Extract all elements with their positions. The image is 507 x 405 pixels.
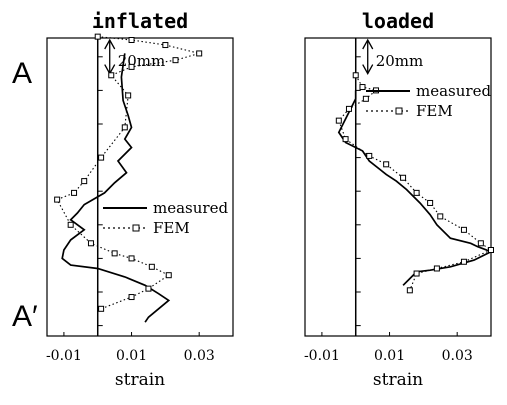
data-point-FEM bbox=[383, 161, 390, 168]
data-point-FEM bbox=[128, 37, 135, 43]
data-point-FEM bbox=[400, 174, 407, 181]
data-point-FEM bbox=[345, 105, 352, 112]
data-point-FEM bbox=[81, 178, 88, 185]
chart-title: inflated bbox=[92, 9, 188, 33]
x-tick-label: 0.01 bbox=[116, 348, 147, 364]
x-tick-label: 0.03 bbox=[184, 348, 215, 364]
legend-label: measured bbox=[153, 199, 228, 217]
data-point-FEM bbox=[98, 305, 105, 312]
data-point-FEM bbox=[437, 213, 444, 220]
series-line-measured bbox=[337, 90, 494, 286]
data-point-FEM bbox=[488, 247, 494, 253]
data-point-FEM bbox=[406, 287, 413, 294]
data-point-FEM bbox=[335, 117, 342, 124]
plot-frame bbox=[46, 37, 234, 337]
data-point-FEM bbox=[128, 294, 135, 301]
scale-bar-label: 20mm bbox=[376, 52, 424, 70]
data-point-FEM bbox=[125, 92, 132, 99]
chart-title: loaded bbox=[362, 9, 434, 33]
data-point-FEM bbox=[196, 50, 203, 57]
data-point-FEM bbox=[111, 250, 118, 257]
x-tick-label: 0.03 bbox=[442, 348, 473, 364]
data-point-FEM bbox=[427, 199, 434, 206]
data-point-FEM bbox=[165, 272, 172, 279]
data-point-FEM bbox=[162, 42, 169, 49]
x-tick-label: -0.01 bbox=[304, 348, 340, 364]
data-point-FEM bbox=[460, 226, 467, 233]
series-line-FEM bbox=[338, 75, 493, 291]
series-line-FEM bbox=[56, 36, 202, 310]
data-point-FEM bbox=[54, 196, 61, 203]
data-point-FEM bbox=[98, 154, 105, 161]
scale-bar-arrow-up bbox=[104, 38, 116, 50]
x-axis-label: strain bbox=[115, 370, 165, 390]
x-tick-label: 0.01 bbox=[374, 348, 405, 364]
data-point-FEM bbox=[128, 63, 135, 70]
data-point-FEM bbox=[413, 189, 420, 196]
data-point-FEM bbox=[71, 189, 78, 196]
data-point-FEM bbox=[433, 265, 440, 272]
data-point-FEM bbox=[108, 72, 115, 79]
scale-bar-arrow-up bbox=[362, 38, 374, 50]
data-point-FEM bbox=[94, 33, 101, 40]
data-point-FEM bbox=[172, 57, 179, 64]
data-point-FEM bbox=[145, 285, 152, 292]
chart-loaded: loaded -0.01 0.01 0.03 strain 20mm measured FEM bbox=[304, 9, 494, 390]
data-point-FEM bbox=[366, 152, 373, 159]
plot-frame bbox=[304, 37, 492, 337]
legend-label: FEM bbox=[416, 102, 453, 120]
data-point-FEM bbox=[413, 270, 420, 277]
marker-label-end: A′ bbox=[12, 300, 38, 333]
data-point-FEM bbox=[128, 255, 135, 262]
data-point-FEM bbox=[67, 221, 74, 228]
data-point-FEM bbox=[148, 263, 155, 270]
plots: inflated -0.01 0.01 0.03 strain 20mm measured F… bbox=[46, 9, 494, 390]
data-point-FEM bbox=[342, 136, 349, 143]
legend-label: measured bbox=[416, 82, 491, 100]
data-point-FEM bbox=[359, 84, 366, 91]
x-tick-label: -0.01 bbox=[46, 348, 82, 364]
legend-label: FEM bbox=[153, 219, 190, 237]
legend-marker-fem bbox=[132, 224, 140, 232]
series-line-measured bbox=[61, 53, 171, 323]
data-point-FEM bbox=[460, 258, 467, 265]
marker-label-start: A bbox=[12, 57, 32, 90]
scale-bar-arrow-down bbox=[362, 64, 374, 75]
x-axis-label: strain bbox=[373, 370, 423, 390]
chart-inflated: inflated-0.01 0.01 0.03strain20mmmeasuredF… bbox=[46, 9, 234, 390]
data-point-FEM bbox=[87, 240, 94, 247]
data-point-FEM bbox=[121, 124, 128, 131]
legend-marker-fem bbox=[395, 107, 403, 115]
data-point-FEM bbox=[362, 95, 369, 102]
data-point-FEM bbox=[352, 72, 359, 79]
data-point-FEM bbox=[477, 240, 484, 247]
